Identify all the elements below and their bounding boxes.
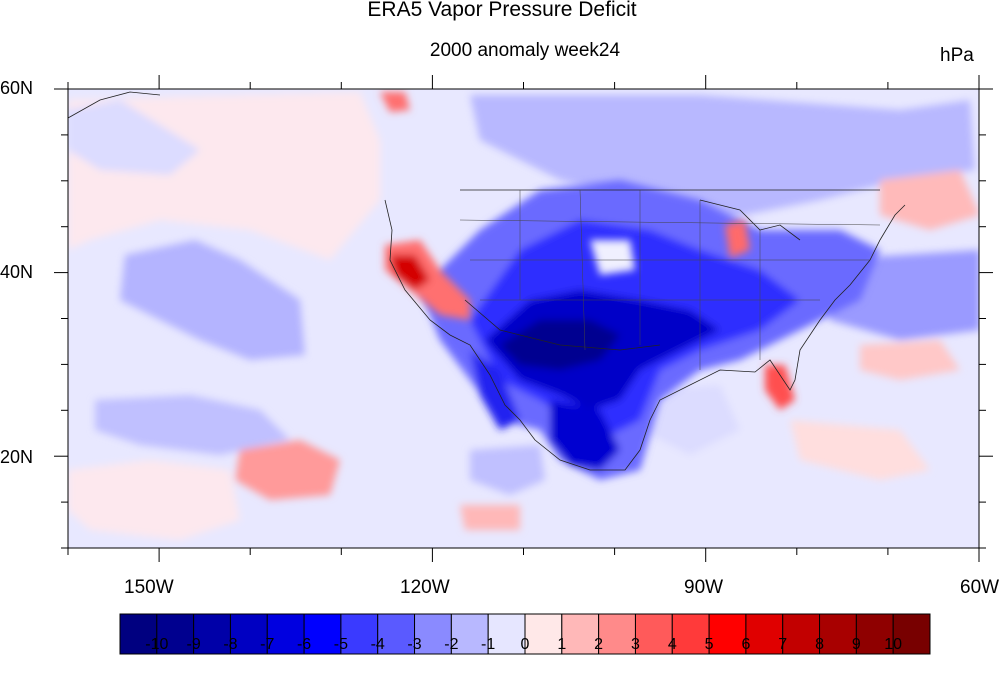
colorbar-tick-label: 7 xyxy=(778,636,788,653)
tropical-blue xyxy=(470,445,545,495)
lon-label-150w: 150W xyxy=(124,577,174,598)
units-label: hPa xyxy=(940,45,974,66)
colorbar-tick-label: -1 xyxy=(481,636,496,653)
tropical-pink xyxy=(460,505,520,530)
mexico-blue xyxy=(550,400,620,470)
baja-blue xyxy=(470,350,520,430)
pacific-blue-blob xyxy=(120,240,305,360)
lat-label-40n: 40N xyxy=(0,262,34,282)
colorbar-tick-label: 5 xyxy=(704,636,714,653)
lon-label-90w: 90W xyxy=(684,577,724,598)
colorado-white xyxy=(590,240,635,275)
map-field xyxy=(68,89,979,548)
colorbar-tick-label: 8 xyxy=(815,636,824,653)
axis-ticks xyxy=(54,75,993,562)
lat-label-20n: 20N xyxy=(0,447,34,467)
colorbar-tick-label: 9 xyxy=(851,636,861,653)
pacific-red-patch xyxy=(235,440,340,500)
map-title: ERA5 Vapor Pressure Deficit xyxy=(367,0,637,21)
state-borders xyxy=(459,189,881,370)
colorbar-tick-label: -6 xyxy=(296,636,312,653)
colorbar-tick-label: 0 xyxy=(520,636,530,653)
lat-label-60n: 60N xyxy=(0,78,34,98)
california-red-core xyxy=(390,255,430,290)
pacific-nw-red xyxy=(380,92,410,112)
pacific-south-pink xyxy=(68,460,240,540)
colorbar-tick-label: -10 xyxy=(145,636,169,653)
colorbar-tick-label: -7 xyxy=(260,636,275,653)
gulf-light-blue xyxy=(640,385,740,455)
florida-red xyxy=(765,365,795,410)
colorbar-tick-label: -9 xyxy=(186,636,201,653)
colorbar-tick-label: 4 xyxy=(667,636,677,653)
colorbar-tick-label: -3 xyxy=(407,636,422,653)
colorbar-tick-label: 3 xyxy=(631,636,640,653)
colorbar-tick-label: 2 xyxy=(594,636,604,653)
map-subtitle: 2000 anomaly week24 xyxy=(429,40,621,61)
colorbar-tick-label: -4 xyxy=(370,636,385,653)
north-pacific-light-blue xyxy=(68,100,200,175)
caribbean-pink xyxy=(790,420,930,480)
colorbar-tick-label: 1 xyxy=(557,636,567,653)
lon-label-60w: 60W xyxy=(960,577,1000,598)
michigan-red xyxy=(725,220,750,258)
pacific-blue-blob-2 xyxy=(95,395,290,455)
colorbar-tick-label: 6 xyxy=(741,636,751,653)
colorbar-tick-label: -8 xyxy=(223,636,238,653)
atlantic-pink-south xyxy=(860,340,960,380)
lon-label-120w: 120W xyxy=(400,577,450,598)
colorbar-tick-label: 10 xyxy=(884,636,903,653)
colorbar-tick-label: -5 xyxy=(333,636,349,653)
atlantic-pink xyxy=(880,170,979,230)
colorbar-tick-label: -2 xyxy=(444,636,459,653)
